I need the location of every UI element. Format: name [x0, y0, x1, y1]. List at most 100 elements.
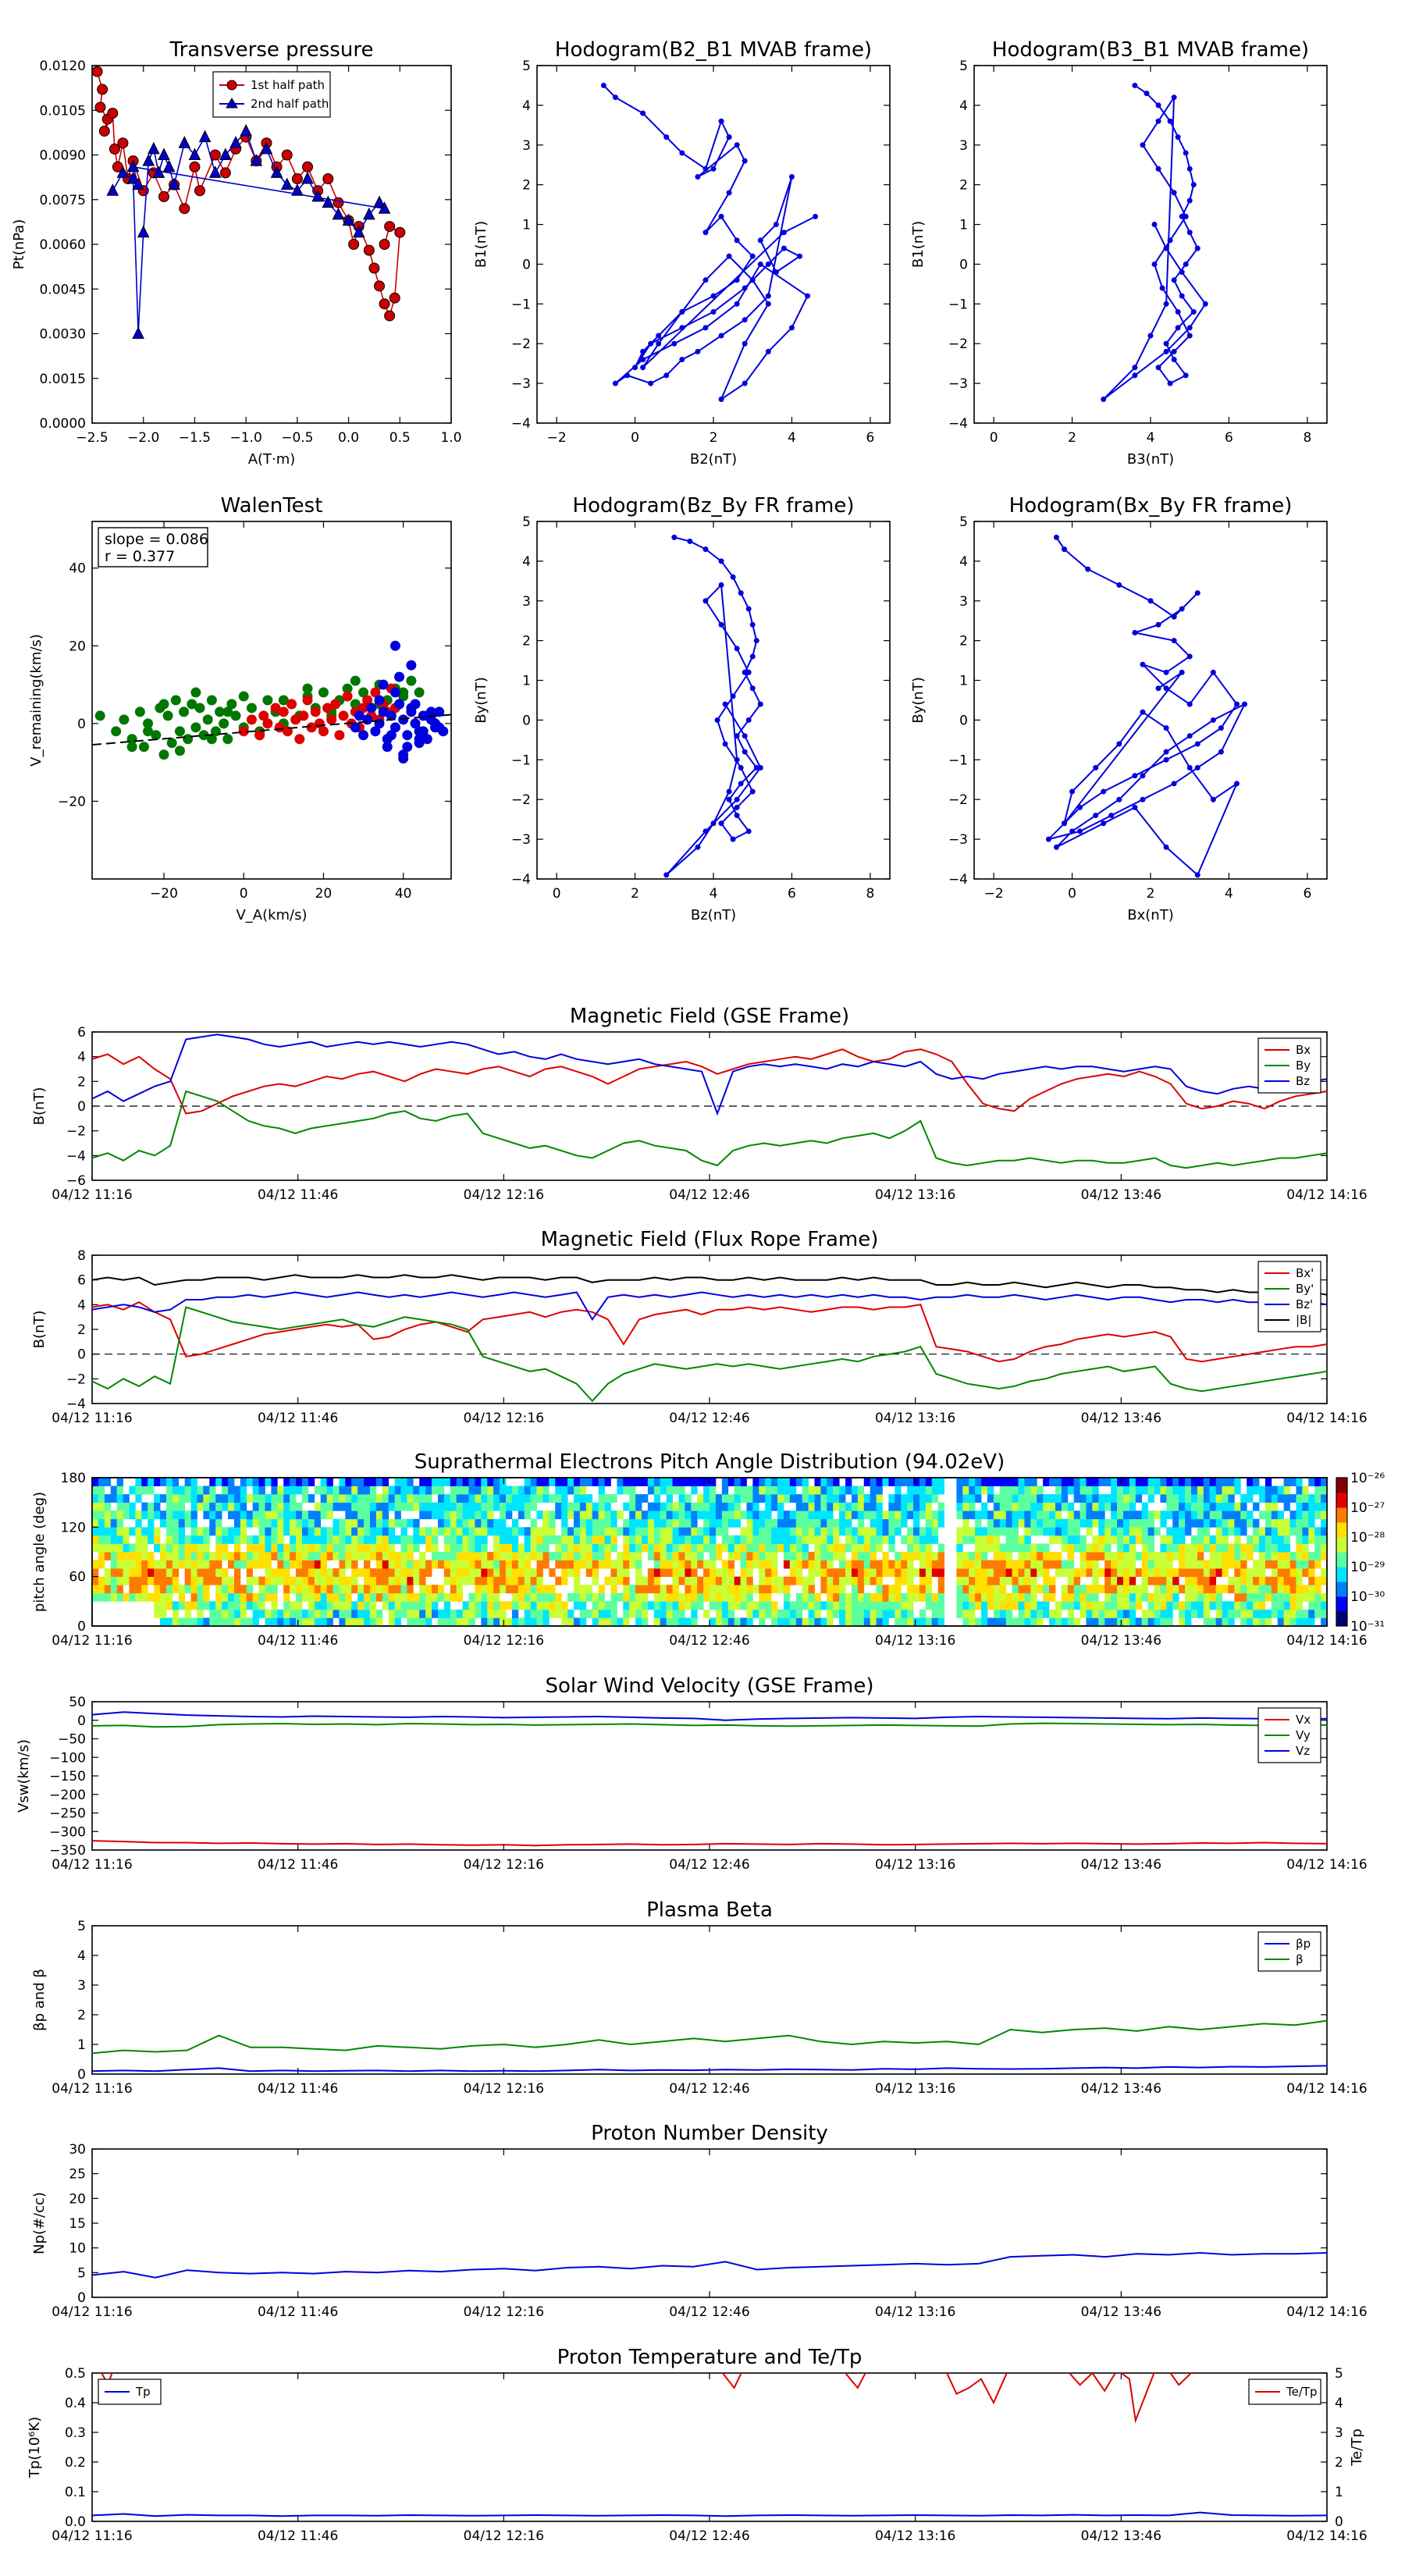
- heatmap-cell: [746, 1592, 753, 1602]
- colorbar-tick-label: 10⁻²⁸: [1350, 1530, 1385, 1546]
- heatmap-cell: [240, 1502, 247, 1511]
- legend-label: By': [1296, 1282, 1314, 1296]
- heatmap-cell: [481, 1518, 488, 1528]
- heatmap-cell: [154, 1560, 161, 1569]
- heatmap-cell: [617, 1592, 624, 1602]
- data-point: [348, 239, 360, 250]
- heatmap-cell: [672, 1601, 679, 1610]
- y-tick-label: 8: [77, 1248, 86, 1264]
- heatmap-cell: [135, 1518, 142, 1528]
- heatmap-cell: [740, 1552, 747, 1560]
- heatmap-cell: [641, 1617, 649, 1627]
- heatmap-cell: [604, 1543, 611, 1553]
- heatmap-cell: [1240, 1494, 1247, 1503]
- heatmap-cell: [660, 1585, 667, 1594]
- scatter-point: [410, 718, 421, 729]
- heatmap-cell: [475, 1592, 482, 1602]
- heatmap-cell: [1296, 1609, 1303, 1618]
- heatmap-cell: [561, 1552, 568, 1560]
- heatmap-cell: [561, 1543, 568, 1553]
- data-point: [1101, 396, 1107, 402]
- series-line-1: [91, 1090, 1328, 1169]
- heatmap-cell: [1141, 1518, 1149, 1528]
- heatmap-cell: [277, 1543, 284, 1553]
- data-point: [368, 262, 380, 274]
- heatmap-cell: [598, 1535, 605, 1544]
- colorbar-segment: [1336, 1603, 1347, 1608]
- heatmap-cell: [518, 1576, 525, 1585]
- heatmap-cell: [678, 1478, 685, 1486]
- heatmap-cell: [1190, 1510, 1198, 1520]
- heatmap-cell: [339, 1601, 346, 1610]
- heatmap-cell: [542, 1478, 550, 1486]
- heatmap-cell: [505, 1502, 513, 1511]
- heatmap-cell: [1043, 1576, 1050, 1585]
- heatmap-cell: [993, 1552, 1001, 1560]
- heatmap-cell: [1111, 1494, 1118, 1503]
- heatmap-cell: [913, 1518, 920, 1528]
- heatmap-cell: [845, 1609, 852, 1618]
- heatmap-cell: [542, 1535, 550, 1544]
- heatmap-cell: [407, 1535, 414, 1544]
- heatmap-cell: [975, 1518, 982, 1528]
- heatmap-cell: [993, 1568, 1001, 1578]
- heatmap-cell: [252, 1552, 259, 1560]
- data-point: [1085, 566, 1091, 572]
- y-tick-label: 120: [61, 1520, 86, 1535]
- heatmap-cell: [178, 1494, 186, 1503]
- heatmap-cell: [759, 1552, 766, 1560]
- scatter-point: [389, 722, 400, 733]
- heatmap-cell: [314, 1543, 322, 1553]
- heatmap-cell: [505, 1494, 513, 1503]
- heatmap-cell: [765, 1510, 772, 1520]
- heatmap-cell: [1154, 1617, 1161, 1627]
- heatmap-cell: [907, 1510, 914, 1520]
- heatmap-cell: [530, 1485, 537, 1495]
- data-point: [1194, 741, 1200, 747]
- heatmap-cell: [777, 1510, 784, 1520]
- heatmap-cell: [375, 1510, 383, 1520]
- y-tick-label: 3: [1335, 2425, 1343, 2441]
- heatmap-cell: [1012, 1510, 1019, 1520]
- heatmap-cell: [808, 1502, 815, 1511]
- data-point: [1186, 733, 1193, 739]
- heatmap-cell: [913, 1617, 920, 1627]
- legend: Te/Tp: [1248, 2379, 1321, 2405]
- heatmap-cell: [1086, 1592, 1093, 1602]
- heatmap-cell: [1024, 1535, 1031, 1544]
- data-point: [1218, 725, 1224, 731]
- heatmap-cell: [969, 1552, 976, 1560]
- heatmap-cell: [209, 1485, 216, 1495]
- heatmap-cell: [783, 1543, 791, 1553]
- heatmap-cell: [203, 1552, 210, 1560]
- heatmap-cell: [925, 1478, 933, 1486]
- heatmap-cell: [931, 1518, 939, 1528]
- heatmap-cell: [678, 1543, 685, 1553]
- scatter-point: [298, 710, 309, 721]
- y-tick-label: −1: [511, 753, 531, 768]
- heatmap-cell: [222, 1585, 229, 1594]
- heatmap-cell: [907, 1535, 914, 1544]
- heatmap-cell: [660, 1518, 667, 1528]
- heatmap-cell: [660, 1568, 667, 1578]
- heatmap-cell: [1147, 1527, 1154, 1536]
- heatmap-cell: [851, 1592, 859, 1602]
- heatmap-cell: [635, 1585, 642, 1594]
- heatmap-cell: [1179, 1568, 1186, 1578]
- heatmap-cell: [425, 1543, 432, 1553]
- heatmap-cell: [1258, 1485, 1266, 1495]
- data-point: [648, 340, 654, 347]
- heatmap-cell: [388, 1609, 395, 1618]
- heatmap-cell: [579, 1609, 587, 1618]
- heatmap-cell: [882, 1510, 889, 1520]
- panel-mag_fr: Magnetic Field (Flux Rope Frame)−4−20246…: [31, 1228, 1368, 1426]
- heatmap-cell: [301, 1494, 309, 1503]
- heatmap-cell: [783, 1510, 791, 1520]
- panel-title: Magnetic Field (GSE Frame): [570, 1005, 849, 1028]
- heatmap-cell: [1030, 1601, 1037, 1610]
- heatmap-cell: [1197, 1568, 1204, 1578]
- heatmap-cell: [567, 1552, 574, 1560]
- heatmap-cell: [925, 1560, 933, 1569]
- heatmap-cell: [290, 1502, 297, 1511]
